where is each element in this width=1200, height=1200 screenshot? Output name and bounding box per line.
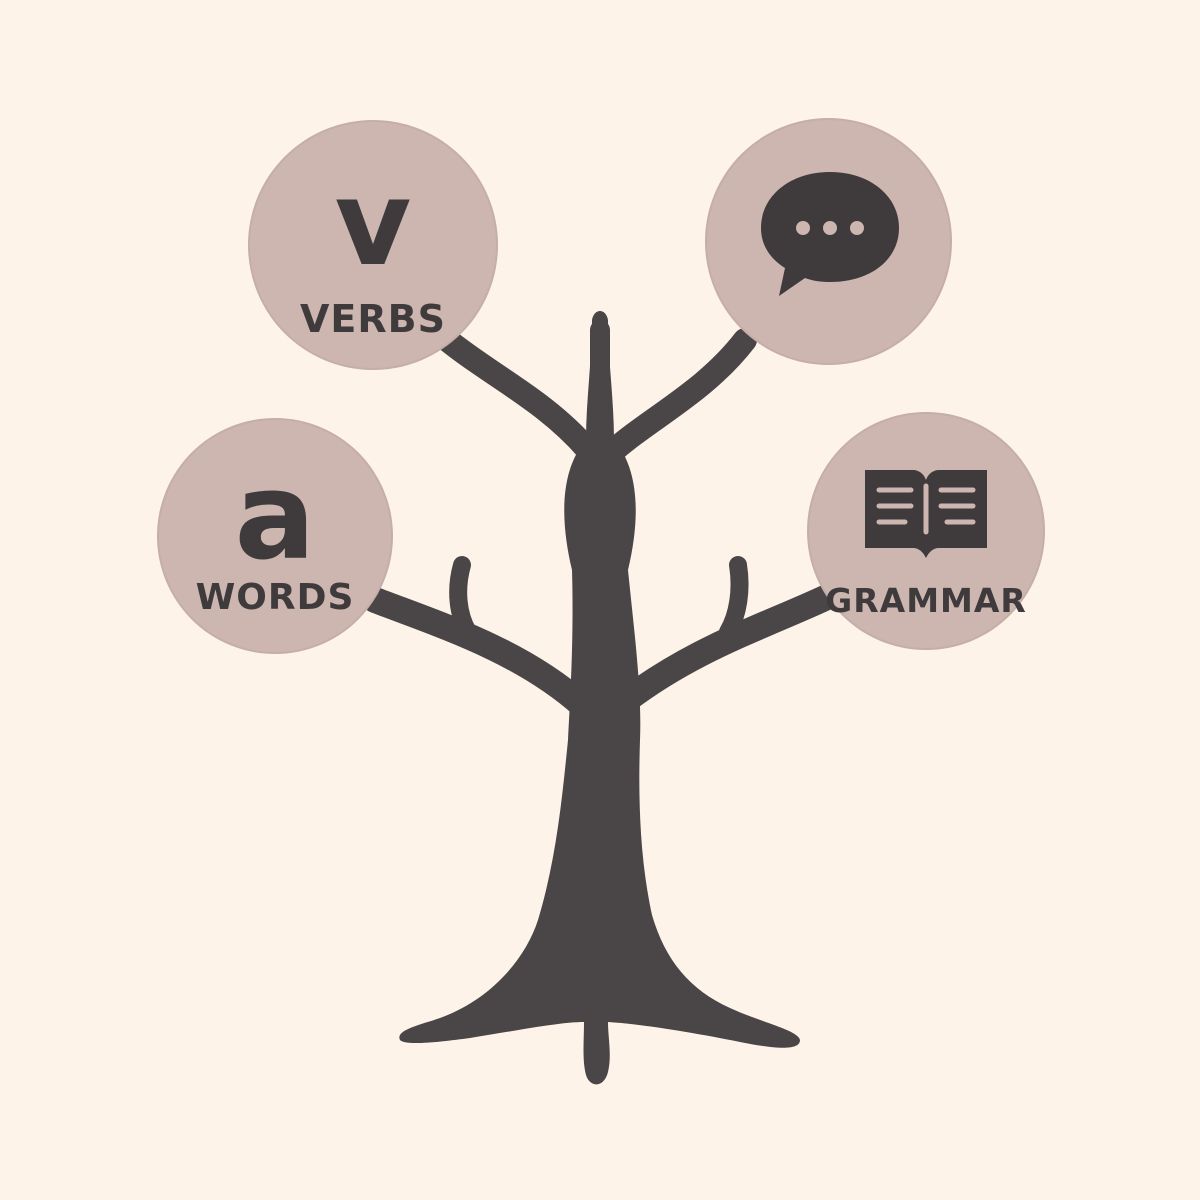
speech-bubble-icon — [761, 172, 899, 296]
words-glyph: a — [234, 448, 316, 587]
branch-verbs — [433, 326, 600, 462]
node-words: a WORDS — [157, 418, 393, 654]
tree-trunk — [399, 311, 800, 1085]
verbs-glyph: v — [334, 154, 412, 292]
words-label: WORDS — [195, 577, 355, 618]
grammar-label: GRAMMAR — [825, 581, 1027, 620]
verbs-label: VERBS — [300, 297, 446, 341]
twig-left — [449, 556, 477, 641]
branch-speech — [600, 328, 757, 464]
node-verbs: v VERBS — [248, 120, 498, 370]
open-book-icon — [865, 470, 987, 558]
branch-grammar — [607, 585, 838, 718]
branch-words — [362, 587, 595, 718]
node-grammar: GRAMMAR — [807, 412, 1045, 650]
node-speech — [705, 118, 952, 365]
twig-right — [719, 556, 749, 641]
